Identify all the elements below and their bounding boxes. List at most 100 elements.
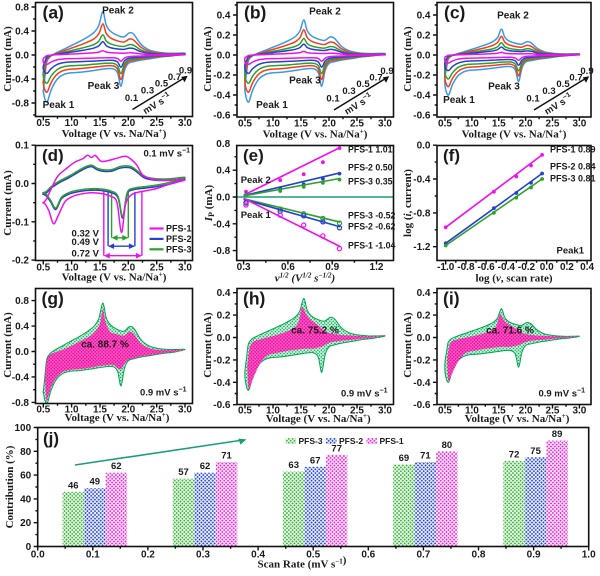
svg-text:0.0: 0.0 <box>217 51 231 62</box>
svg-text:0.2: 0.2 <box>417 311 431 322</box>
svg-text:-0.2: -0.2 <box>413 355 431 366</box>
svg-text:Voltage (V vs. Na/Na+): Voltage (V vs. Na/Na+) <box>62 271 167 284</box>
svg-text:3.0: 3.0 <box>178 118 192 129</box>
svg-text:0.0: 0.0 <box>417 333 431 344</box>
svg-text:2.0: 2.0 <box>322 406 336 417</box>
svg-text:0.5: 0.5 <box>306 550 320 561</box>
svg-text:0.2: 0.2 <box>217 311 231 322</box>
svg-text:3.0: 3.0 <box>572 406 586 417</box>
svg-text:0.8: 0.8 <box>15 3 29 14</box>
svg-text:0.4: 0.4 <box>580 262 594 273</box>
svg-text:0.0: 0.0 <box>31 550 45 561</box>
svg-text:75: 75 <box>530 446 541 457</box>
svg-text:Voltage (V vs. Na/Na+): Voltage (V vs. Na/Na+) <box>462 128 567 141</box>
svg-text:-0.4: -0.4 <box>413 91 431 102</box>
svg-text:0.4: 0.4 <box>217 11 231 22</box>
svg-text:0.49 V: 0.49 V <box>72 237 100 248</box>
svg-text:67: 67 <box>310 455 321 466</box>
svg-text:71: 71 <box>221 451 232 462</box>
svg-text:Current (mA): Current (mA) <box>202 312 214 378</box>
svg-text:Peak 2: Peak 2 <box>102 6 134 17</box>
svg-text:-0.6: -0.6 <box>213 400 231 411</box>
svg-text:-0.8: -0.8 <box>413 208 431 219</box>
svg-text:(a): (a) <box>43 3 64 23</box>
svg-text:57: 57 <box>178 467 189 478</box>
svg-text:0.1 mV s−1: 0.1 mV s−1 <box>143 148 190 160</box>
svg-text:-0.8: -0.8 <box>457 262 475 273</box>
svg-text:Peak 3: Peak 3 <box>289 76 321 87</box>
svg-text:3.0: 3.0 <box>378 119 392 130</box>
svg-text:PFS-1: PFS-1 <box>380 436 404 446</box>
svg-text:20: 20 <box>20 518 32 529</box>
svg-text:0.4: 0.4 <box>417 11 431 22</box>
svg-text:0.5: 0.5 <box>36 118 50 129</box>
svg-text:(i): (i) <box>443 289 460 309</box>
svg-text:0.6: 0.6 <box>361 550 375 561</box>
svg-text:ca. 88.7 %: ca. 88.7 % <box>81 340 129 351</box>
svg-text:Contribution (%): Contribution (%) <box>4 445 16 528</box>
svg-text:Peak 1: Peak 1 <box>256 100 288 111</box>
svg-text:Peak1: Peak1 <box>557 246 585 257</box>
svg-text:-0.2: -0.2 <box>213 71 231 82</box>
svg-text:PFS-3 -0.52: PFS-3 -0.52 <box>348 211 396 221</box>
svg-text:PFS-2: PFS-2 <box>166 234 192 244</box>
svg-text:Voltage (V vs. Na/Na+): Voltage (V vs. Na/Na+) <box>263 128 368 141</box>
svg-text:PFS-2 -0.62: PFS-2 -0.62 <box>348 222 396 232</box>
svg-text:2.0: 2.0 <box>121 263 135 274</box>
svg-text:0.8: 0.8 <box>216 139 230 150</box>
svg-text:0.7: 0.7 <box>416 550 430 561</box>
svg-text:0.7: 0.7 <box>369 73 382 84</box>
svg-text:PFS-1: PFS-1 <box>166 224 192 234</box>
svg-text:2.0: 2.0 <box>322 119 336 130</box>
svg-text:3.0: 3.0 <box>178 405 192 416</box>
svg-text:(d): (d) <box>42 146 64 165</box>
svg-text:40: 40 <box>20 494 32 505</box>
svg-text:0.0: 0.0 <box>540 262 554 273</box>
svg-text:-0.8: -0.8 <box>12 99 30 110</box>
svg-text:-0.4: -0.4 <box>413 378 431 389</box>
svg-text:Current (mA): Current (mA) <box>2 170 14 236</box>
svg-text:PFS-3 0.81: PFS-3 0.81 <box>550 174 596 184</box>
svg-text:1.5: 1.5 <box>492 406 506 417</box>
svg-text:1.5: 1.5 <box>294 119 308 130</box>
svg-text:log (i, current): log (i, current) <box>402 169 414 237</box>
svg-text:ca. 75.2 %: ca. 75.2 % <box>291 326 339 337</box>
svg-text:1.0: 1.0 <box>65 405 79 416</box>
svg-text:0.0: 0.0 <box>15 179 29 190</box>
svg-text:-0.4: -0.4 <box>12 372 30 383</box>
svg-text:ca. 71.6 %: ca. 71.6 % <box>486 326 534 337</box>
svg-text:-0.4: -0.4 <box>498 262 516 273</box>
svg-text:2.5: 2.5 <box>150 263 164 274</box>
svg-text:-0.8: -0.8 <box>12 398 30 409</box>
svg-text:PFS-3: PFS-3 <box>299 436 323 446</box>
svg-text:PFS-3: PFS-3 <box>166 244 192 254</box>
svg-text:PFS-2 0.84: PFS-2 0.84 <box>550 162 596 172</box>
svg-text:Scan Rate (mV s−1): Scan Rate (mV s−1) <box>258 555 347 571</box>
svg-text:72: 72 <box>509 449 520 460</box>
svg-text:-0.4: -0.4 <box>213 378 231 389</box>
svg-text:2.0: 2.0 <box>519 119 533 130</box>
svg-text:1.0: 1.0 <box>65 118 79 129</box>
svg-text:Current (mA): Current (mA) <box>402 312 414 378</box>
svg-text:0.0: 0.0 <box>417 51 431 62</box>
svg-text:-0.4: -0.4 <box>413 175 431 186</box>
svg-text:-0.1: -0.1 <box>12 217 30 228</box>
svg-text:0.1: 0.1 <box>125 93 139 104</box>
svg-text:69: 69 <box>399 453 410 464</box>
svg-text:0.4: 0.4 <box>15 322 29 333</box>
svg-text:PFS-1 -1.04: PFS-1 -1.04 <box>348 241 396 251</box>
svg-text:-0.6: -0.6 <box>413 111 431 122</box>
svg-text:0.0: 0.0 <box>417 141 431 152</box>
svg-text:0.9: 0.9 <box>179 66 192 77</box>
svg-text:60: 60 <box>20 471 32 482</box>
svg-text:0.5: 0.5 <box>238 406 252 417</box>
svg-text:(e): (e) <box>243 146 264 165</box>
svg-text:Voltage (V vs. Na/Na+): Voltage (V vs. Na/Na+) <box>266 412 371 425</box>
svg-text:(g): (g) <box>42 289 64 309</box>
svg-text:0.0: 0.0 <box>217 333 231 344</box>
svg-text:1.0: 1.0 <box>266 119 280 130</box>
svg-text:0.5: 0.5 <box>36 405 50 416</box>
svg-text:Voltage (V vs. Na/Na+): Voltage (V vs. Na/Na+) <box>62 127 167 140</box>
svg-text:1.5: 1.5 <box>93 405 107 416</box>
svg-text:Peak 2: Peak 2 <box>241 175 271 186</box>
